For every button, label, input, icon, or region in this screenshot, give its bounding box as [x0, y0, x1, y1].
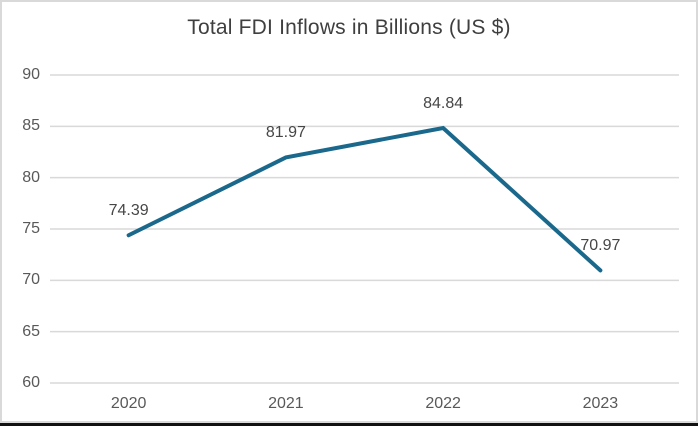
x-tick-label: 2022 [425, 395, 461, 412]
y-tick-label: 60 [22, 374, 40, 391]
y-tick-label: 65 [22, 322, 40, 340]
y-tick-label: 75 [22, 220, 40, 237]
x-tick-label: 2020 [110, 395, 147, 412]
y-tick-label: 70 [22, 271, 40, 289]
y-tick-label: 80 [22, 168, 40, 186]
y-tick-label: 85 [22, 117, 40, 135]
data-label: 70.97 [580, 237, 621, 255]
data-label: 74.39 [108, 202, 149, 220]
plot-area [50, 74, 679, 384]
chart-title: Total FDI Inflows in Billions (US $) [187, 16, 511, 39]
data-label: 81.97 [265, 124, 306, 142]
window-bottom-edge [0, 423, 698, 426]
x-tick-label: 2021 [268, 395, 304, 412]
series-line [126, 125, 603, 273]
y-tick-label: 90 [22, 66, 40, 83]
data-label: 84.84 [423, 94, 464, 112]
x-tick-label: 2023 [582, 395, 619, 412]
